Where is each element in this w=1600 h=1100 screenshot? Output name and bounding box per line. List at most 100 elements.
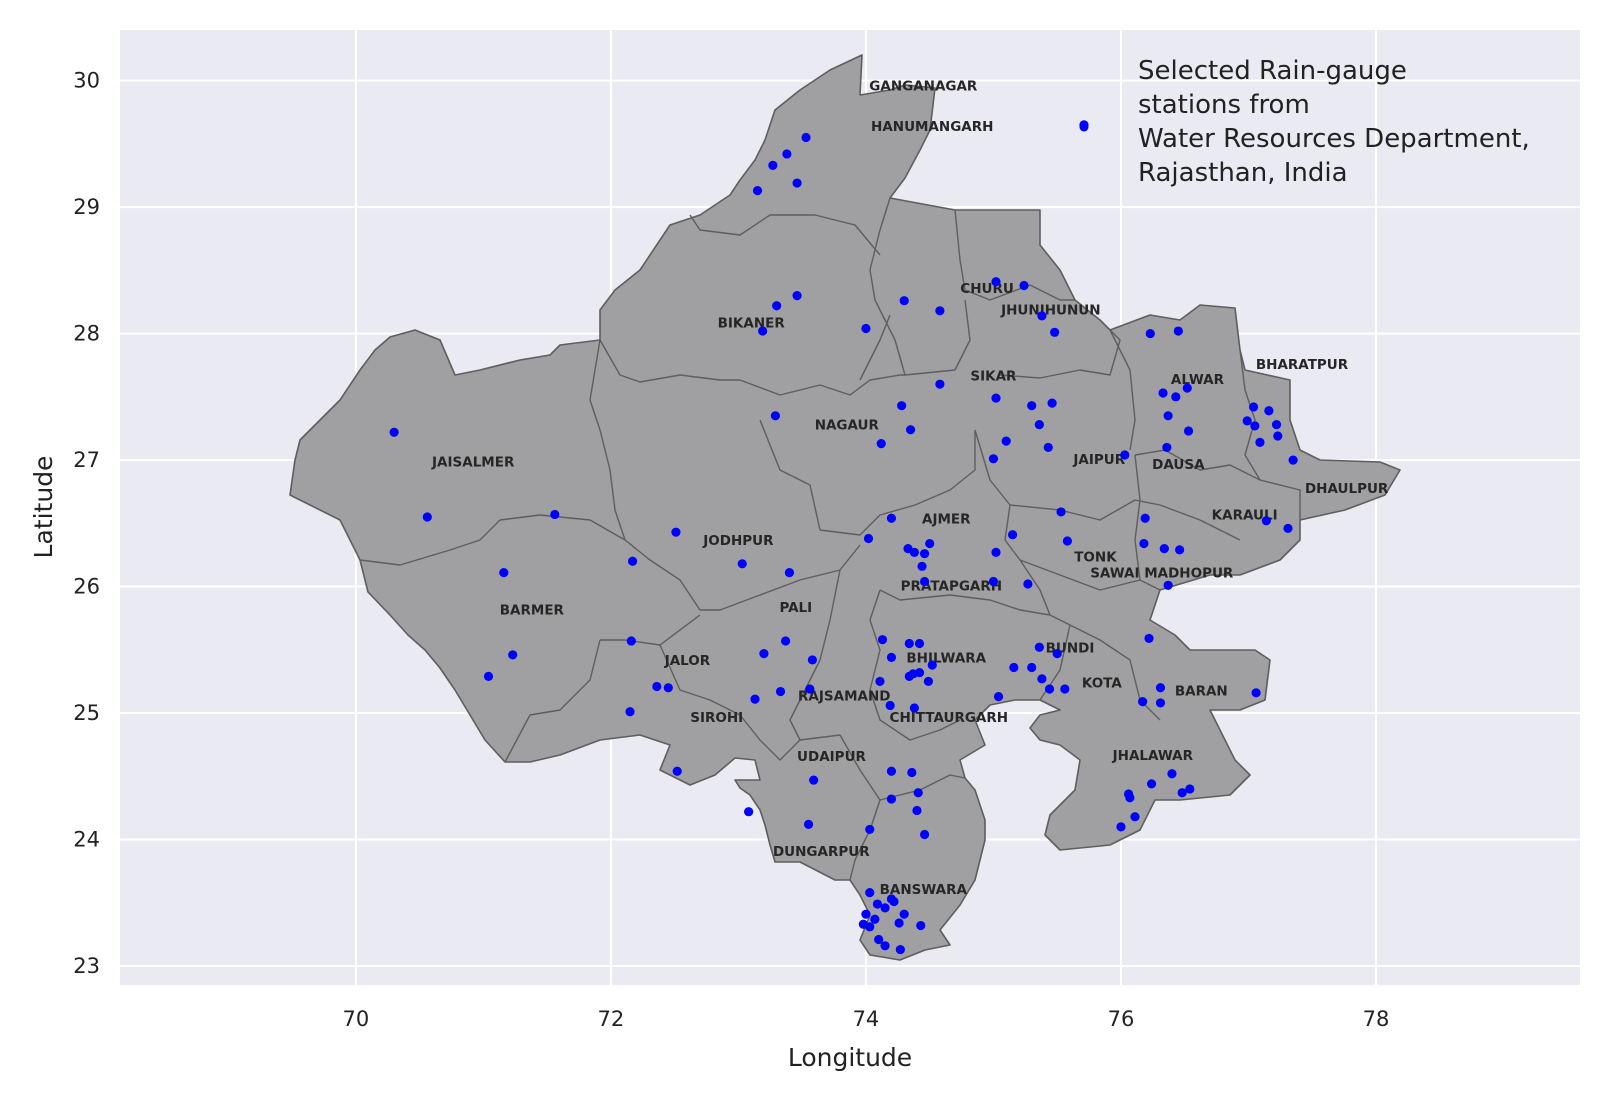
station-point — [1027, 662, 1037, 673]
station-point — [768, 160, 778, 170]
station-point — [1248, 402, 1259, 412]
y-tick-label: 24 — [73, 828, 100, 852]
district-label: KOTA — [1082, 676, 1122, 692]
station-point — [750, 694, 760, 704]
district-label: NAGAUR — [815, 418, 880, 434]
legend-text-line: Selected Rain-gauge — [1138, 56, 1407, 86]
station-point — [744, 807, 754, 817]
station-point — [1271, 420, 1282, 430]
station-point — [916, 920, 926, 931]
y-tick-label: 26 — [73, 575, 100, 599]
station-point — [925, 538, 935, 549]
district-label: SIROHI — [690, 710, 743, 726]
station-point — [1171, 392, 1181, 402]
legend-text-line: Rajasthan, India — [1138, 158, 1348, 188]
station-point — [897, 401, 907, 411]
district-boundary — [359, 519, 501, 566]
district-boundary — [599, 339, 740, 383]
y-tick-label: 30 — [73, 69, 100, 93]
station-point — [1138, 697, 1148, 707]
station-point — [861, 909, 871, 919]
station-point — [781, 636, 791, 646]
station-point — [1251, 688, 1261, 698]
y-tick-label: 29 — [73, 195, 100, 219]
station-point — [1007, 530, 1018, 540]
y-axis-ticks: 23 24 25 26 27 28 29 30 — [73, 69, 100, 978]
district-label: CHITTAURGARH — [890, 710, 1009, 726]
station-point — [919, 829, 930, 840]
district-label: BARAN — [1175, 683, 1228, 699]
station-point — [792, 291, 802, 301]
station-point — [626, 636, 636, 646]
station-point — [1242, 416, 1252, 426]
station-point — [1037, 674, 1047, 684]
district-label: DUNGARPUR — [773, 844, 870, 860]
station-point — [770, 411, 781, 421]
station-point — [1140, 513, 1150, 523]
district-boundary — [1134, 454, 1141, 581]
station-point — [792, 178, 802, 188]
district-boundary — [689, 214, 881, 256]
station-point — [1125, 793, 1135, 803]
x-axis-ticks: 70 72 74 76 78 — [343, 1007, 1390, 1031]
station-point — [1162, 442, 1172, 453]
station-point — [894, 918, 904, 928]
station-point — [805, 684, 815, 694]
station-point — [909, 703, 919, 713]
legend-marker — [1079, 122, 1089, 132]
station-point — [784, 568, 795, 578]
station-point — [1250, 421, 1260, 431]
station-point — [422, 512, 432, 522]
district-boundary — [624, 539, 861, 611]
district-label: DAUSA — [1152, 457, 1205, 473]
station-point — [1283, 523, 1293, 533]
station-point — [865, 922, 875, 932]
district-label: HANUMANGARH — [871, 119, 993, 135]
station-point — [1146, 779, 1157, 789]
station-point — [889, 896, 899, 907]
district-label: SAWAI MADHOPUR — [1090, 566, 1234, 582]
district-label: KARAULI — [1212, 508, 1278, 524]
district-label: BIKANER — [718, 315, 786, 331]
station-point — [880, 941, 890, 951]
station-point — [1167, 769, 1177, 779]
station-point — [483, 671, 494, 681]
station-point — [1120, 450, 1130, 460]
district-boundary — [600, 614, 701, 646]
district-boundary — [954, 209, 966, 291]
station-point — [801, 132, 811, 143]
district-label: JALOR — [664, 653, 711, 669]
district-label: BANSWARA — [880, 882, 968, 898]
station-point — [912, 805, 922, 816]
station-point — [775, 686, 786, 697]
x-tick-label: 78 — [1363, 1007, 1390, 1031]
legend-text-line: Water Resources Department, — [1138, 124, 1530, 154]
station-point — [880, 903, 890, 913]
station-point — [809, 775, 819, 785]
district-label: BHARATPUR — [1256, 357, 1349, 373]
station-point — [919, 549, 930, 559]
station-point — [899, 296, 909, 306]
station-point — [663, 683, 673, 693]
station-point — [875, 676, 885, 687]
rain-gauge-stations — [389, 120, 1298, 955]
station-point — [988, 454, 999, 464]
station-point — [914, 667, 925, 678]
station-point — [988, 576, 999, 587]
station-point — [1060, 684, 1070, 694]
station-point — [899, 909, 909, 919]
station-point — [772, 301, 782, 311]
station-point — [1261, 516, 1271, 526]
legend: Selected Rain-gauge stations from Water Re… — [1079, 56, 1530, 188]
y-tick-label: 27 — [73, 448, 100, 472]
district-boundary — [739, 374, 905, 396]
station-point — [1155, 683, 1166, 693]
district-boundary — [504, 639, 601, 763]
station-point — [1145, 328, 1155, 339]
rajasthan-state-outline — [289, 54, 1401, 961]
district-boundary — [964, 284, 1075, 301]
station-point — [1130, 812, 1140, 822]
district-boundary — [999, 329, 1121, 379]
legend-text-line: stations from — [1138, 90, 1310, 120]
